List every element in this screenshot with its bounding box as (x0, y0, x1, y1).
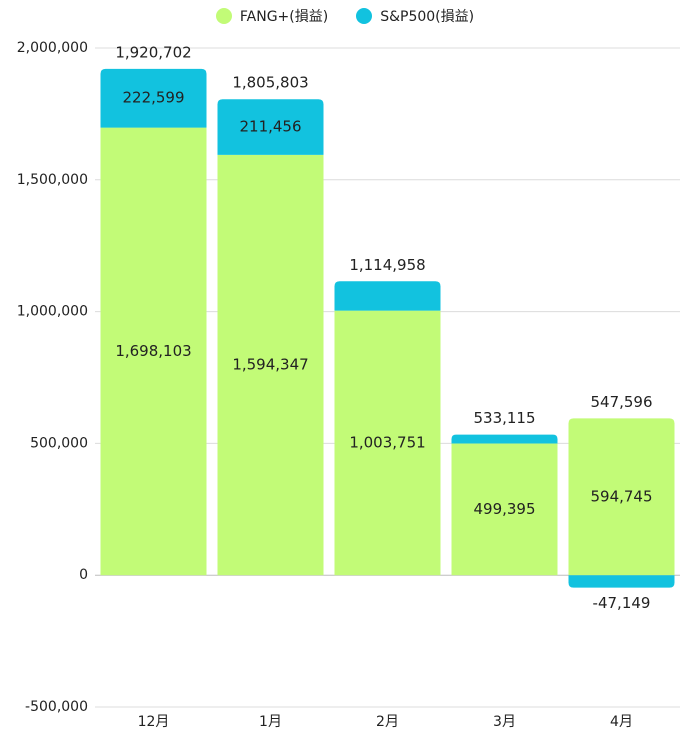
x-tick-label: 3月 (493, 714, 516, 730)
legend-swatch-fang (215, 8, 232, 24)
data-label-fang: 1,698,103 (115, 342, 191, 360)
data-label-sp500: 211,456 (239, 118, 301, 136)
total-label: 1,920,702 (115, 43, 191, 61)
bar-sp500 (217, 99, 324, 155)
data-label-fang: 499,395 (473, 500, 535, 518)
y-tick-label: 1,500,000 (17, 172, 88, 188)
data-label-fang: 1,003,751 (349, 433, 425, 451)
x-tick-label: 1月 (259, 714, 282, 730)
x-tick-label: 4月 (610, 714, 633, 730)
total-label: 1,114,958 (349, 256, 425, 274)
legend-swatch-sp500 (356, 8, 373, 24)
data-label-fang: 1,594,347 (232, 356, 308, 374)
bar-sp500 (100, 68, 207, 128)
total-label: 1,805,803 (232, 74, 308, 92)
bar-sp500 (451, 434, 558, 444)
bar-sp500 (568, 575, 675, 588)
data-label-sp500: 222,599 (122, 89, 184, 107)
legend-label-fang: FANG+(損益) (239, 9, 329, 25)
y-tick-label: 0 (79, 567, 88, 583)
y-tick-label: 500,000 (30, 435, 88, 451)
bar-fang (100, 127, 207, 576)
bar-fang (451, 443, 558, 576)
legend: FANG+(損益) S&P500(損益) (0, 6, 690, 26)
y-tick-label: 2,000,000 (17, 40, 88, 56)
bar-fang (217, 154, 324, 576)
legend-label-sp500: S&P500(損益) (380, 9, 475, 25)
x-tick-label: 12月 (138, 714, 170, 730)
x-tick-label: 2月 (376, 714, 399, 730)
total-label: 547,596 (590, 393, 652, 411)
legend-item-fang[interactable]: FANG+(損益) (215, 6, 329, 26)
total-label: 533,115 (473, 409, 535, 427)
bar-fang (568, 418, 675, 576)
legend-item-sp500[interactable]: S&P500(損益) (356, 6, 474, 26)
bar-sp500 (334, 281, 441, 311)
y-tick-label: -500,000 (25, 699, 88, 715)
bar-fang (334, 310, 441, 576)
data-label-sp500: -47,149 (593, 594, 651, 612)
data-label-fang: 594,745 (590, 487, 652, 505)
y-tick-label: 1,000,000 (17, 304, 88, 320)
